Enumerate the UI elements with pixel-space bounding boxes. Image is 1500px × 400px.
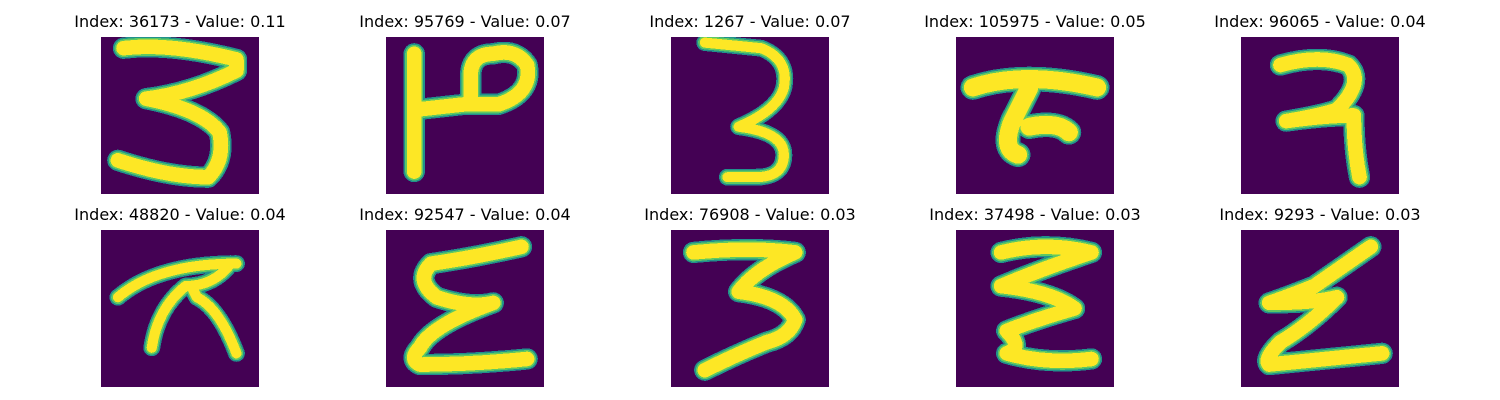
panel-4: Index: 105975 - Value: 0.05 bbox=[910, 12, 1160, 202]
panel-title: Index: 76908 - Value: 0.03 bbox=[644, 205, 856, 224]
digit-image bbox=[671, 230, 829, 387]
panel-2: Index: 95769 - Value: 0.07 bbox=[340, 12, 590, 202]
panel-title: Index: 48820 - Value: 0.04 bbox=[74, 205, 286, 224]
digit-image bbox=[386, 37, 544, 194]
handwritten-stroke bbox=[406, 45, 536, 179]
panel-7: Index: 92547 - Value: 0.04 bbox=[340, 205, 590, 395]
panel-5: Index: 96065 - Value: 0.04 bbox=[1195, 12, 1445, 202]
panel-title: Index: 1267 - Value: 0.07 bbox=[649, 12, 851, 31]
handwritten-stroke bbox=[1273, 52, 1367, 185]
digit-image bbox=[386, 230, 544, 387]
handwritten-stroke bbox=[112, 258, 242, 359]
handwritten-stroke bbox=[406, 239, 535, 372]
digit-image bbox=[671, 37, 829, 194]
panel-3: Index: 1267 - Value: 0.07 bbox=[625, 12, 875, 202]
panel-title: Index: 37498 - Value: 0.03 bbox=[929, 205, 1141, 224]
panel-1: Index: 36173 - Value: 0.11 bbox=[55, 12, 305, 202]
panel-8: Index: 76908 - Value: 0.03 bbox=[625, 205, 875, 395]
panel-title: Index: 9293 - Value: 0.03 bbox=[1219, 205, 1421, 224]
handwritten-stroke bbox=[110, 39, 244, 185]
panel-10: Index: 9293 - Value: 0.03 bbox=[1195, 205, 1445, 395]
panel-title: Index: 92547 - Value: 0.04 bbox=[359, 205, 571, 224]
digit-image bbox=[101, 230, 259, 387]
panel-title: Index: 95769 - Value: 0.07 bbox=[359, 12, 571, 31]
digit-image bbox=[1241, 37, 1399, 194]
digit-image bbox=[956, 37, 1114, 194]
handwritten-stroke bbox=[993, 239, 1099, 369]
digit-image bbox=[1241, 230, 1399, 387]
handwritten-stroke bbox=[1260, 239, 1390, 372]
panel-title: Index: 96065 - Value: 0.04 bbox=[1214, 12, 1426, 31]
panel-title: Index: 105975 - Value: 0.05 bbox=[924, 12, 1146, 31]
handwritten-stroke bbox=[963, 70, 1107, 164]
handwritten-stroke bbox=[686, 242, 803, 378]
panel-9: Index: 37498 - Value: 0.03 bbox=[910, 205, 1160, 395]
digit-image bbox=[956, 230, 1114, 387]
digit-image bbox=[101, 37, 259, 194]
panel-title: Index: 36173 - Value: 0.11 bbox=[74, 12, 286, 31]
panel-6: Index: 48820 - Value: 0.04 bbox=[55, 205, 305, 395]
handwritten-stroke bbox=[699, 37, 790, 183]
